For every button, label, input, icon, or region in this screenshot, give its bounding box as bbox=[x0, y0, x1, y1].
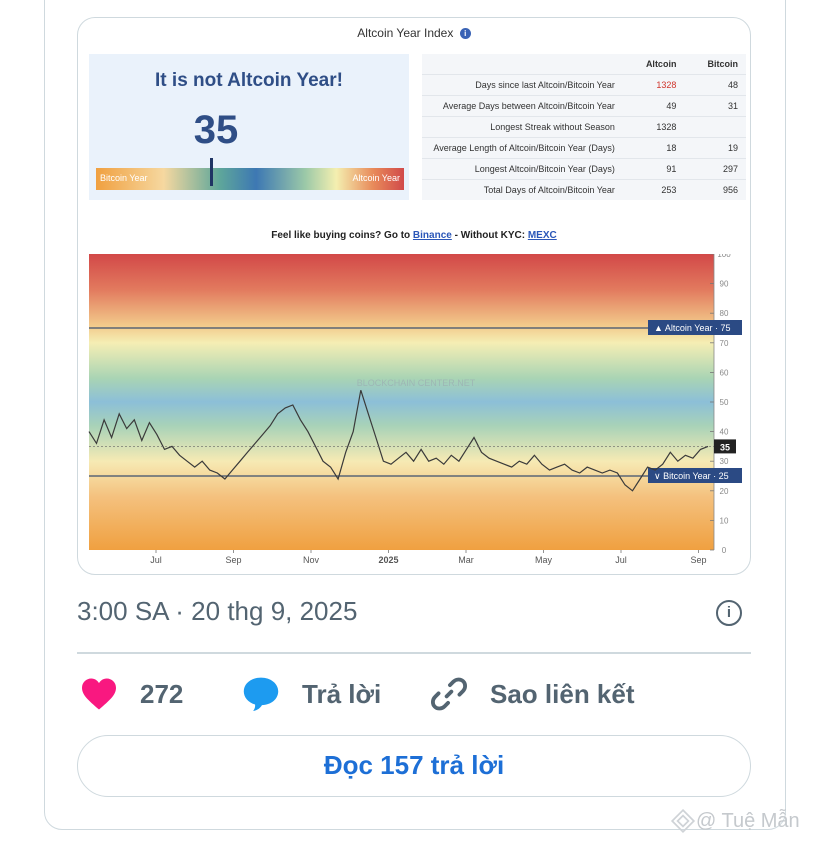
y-tick-label: 80 bbox=[720, 309, 729, 318]
promo-line: Feel like buying coins? Go to Binance - … bbox=[78, 230, 750, 241]
x-tick-label: Nov bbox=[303, 555, 320, 565]
gauge-label-altcoin: Altcoin Year bbox=[352, 173, 400, 183]
y-axis: 0 10 20 30 40 50 60 70 80 90 100 bbox=[710, 254, 731, 555]
threshold-tag-label: ∨ Bitcoin Year · 25 bbox=[654, 471, 729, 481]
current-value-box bbox=[714, 439, 736, 454]
stats-row-bitcoin: 48 bbox=[684, 73, 746, 95]
info-icon: i bbox=[459, 28, 471, 39]
current-value-label: 35 bbox=[720, 442, 730, 452]
stats-row-altcoin: 18 bbox=[622, 136, 685, 158]
x-tick-label: Sep bbox=[690, 555, 706, 565]
stats-row-label: Average Length of Altcoin/Bitcoin Year (… bbox=[422, 136, 623, 158]
stats-row-label: Total Days of Altcoin/Bitcoin Year bbox=[422, 178, 623, 200]
footer-watermark-text: @ Tuệ Mẫn bbox=[696, 809, 800, 832]
x-tick-label: Mar bbox=[458, 555, 474, 565]
y-tick-label: 70 bbox=[720, 339, 729, 348]
chart-background bbox=[89, 254, 714, 550]
stats-row-label: Longest Streak without Season bbox=[422, 115, 623, 137]
like-button[interactable]: 272 bbox=[80, 674, 183, 714]
threshold-tag bbox=[648, 468, 742, 483]
speech-bubble-icon bbox=[243, 677, 279, 712]
stats-row-altcoin: 1328 bbox=[622, 73, 685, 95]
stats-table: Altcoin Bitcoin Days since last Altcoin/… bbox=[422, 54, 746, 200]
y-tick-label: 100 bbox=[717, 254, 731, 259]
stats-row: Days since last Altcoin/Bitcoin Year 132… bbox=[422, 73, 746, 95]
index-value: 35 bbox=[193, 108, 239, 152]
stats-row-bitcoin: 956 bbox=[684, 178, 746, 200]
binance-link[interactable]: Binance bbox=[412, 230, 452, 241]
diamond-logo-icon bbox=[670, 808, 696, 834]
chart-title: Altcoin Year Index i bbox=[78, 26, 750, 40]
index-chart: 0 10 20 30 40 50 60 70 80 90 100 Jul Sep Nov 2025 Mar M… bbox=[88, 254, 742, 565]
reply-label: Trả lời bbox=[302, 678, 382, 709]
gauge-needle bbox=[210, 158, 213, 186]
threshold-tag-label: ▲ Altcoin Year · 75 bbox=[654, 323, 730, 333]
stats-row-altcoin: 1328 bbox=[622, 115, 685, 137]
stats-row-label: Longest Altcoin/Bitcoin Year (Days) bbox=[422, 157, 623, 179]
stats-row: Longest Altcoin/Bitcoin Year (Days) 91 2… bbox=[422, 157, 746, 179]
y-tick-label: 30 bbox=[720, 457, 729, 466]
info-icon[interactable]: i bbox=[716, 600, 742, 626]
stats-row-label: Days since last Altcoin/Bitcoin Year bbox=[422, 73, 623, 95]
index-gauge: Bitcoin Year Altcoin Year bbox=[96, 158, 404, 190]
promo-middle: - Without KYC: bbox=[454, 230, 526, 241]
mexc-link[interactable]: MEXC bbox=[527, 230, 557, 241]
stats-row-bitcoin bbox=[684, 115, 746, 137]
divider bbox=[77, 652, 751, 654]
stats-row-bitcoin: 297 bbox=[684, 157, 746, 179]
footer-watermark: @ Tuệ Mẫn bbox=[670, 808, 800, 834]
index-summary-panel: It is not Altcoin Year! 35 Bitcoin Year … bbox=[89, 54, 409, 200]
stats-row-label: Average Days between Altcoin/Bitcoin Yea… bbox=[422, 94, 623, 116]
y-tick-label: 10 bbox=[720, 516, 729, 525]
promo-prefix: Feel like buying coins? Go to bbox=[271, 230, 411, 241]
copy-link-button[interactable]: Sao liên kết bbox=[430, 674, 635, 714]
current-value-tag: 35 bbox=[89, 439, 736, 454]
stats-row-altcoin: 253 bbox=[622, 178, 685, 200]
link-icon bbox=[430, 677, 468, 711]
stats-row: Average Length of Altcoin/Bitcoin Year (… bbox=[422, 136, 746, 158]
stats-row-altcoin: 91 bbox=[622, 157, 685, 179]
x-tick-label: Jul bbox=[150, 555, 162, 565]
post-image[interactable]: Altcoin Year Index i It is not Altcoin Y… bbox=[77, 17, 751, 575]
stats-row-bitcoin: 19 bbox=[684, 136, 746, 158]
threshold-lines: ▲ Altcoin Year · 75 ∨ Bitcoin Year · 25 bbox=[89, 320, 742, 483]
chart-watermark: BLOCKCHAIN CENTER.NET bbox=[357, 378, 476, 388]
index-headline: It is not Altcoin Year! bbox=[155, 70, 343, 91]
chart-title-text: Altcoin Year Index bbox=[357, 26, 454, 40]
stats-row: Total Days of Altcoin/Bitcoin Year 253 9… bbox=[422, 178, 746, 200]
y-tick-label: 20 bbox=[720, 487, 729, 496]
y-tick-label: 90 bbox=[720, 280, 729, 289]
x-tick-label: Sep bbox=[225, 555, 241, 565]
threshold-tag bbox=[648, 320, 742, 335]
gauge-label-bitcoin: Bitcoin Year bbox=[100, 173, 148, 183]
x-axis: Jul Sep Nov 2025 Mar May Jul Sep bbox=[150, 550, 707, 565]
stats-header-bitcoin: Bitcoin bbox=[707, 59, 739, 70]
stats-row-altcoin: 49 bbox=[622, 94, 685, 116]
x-tick-label: May bbox=[535, 555, 553, 565]
y-tick-label: 60 bbox=[720, 368, 729, 377]
copy-link-label: Sao liên kết bbox=[490, 678, 635, 709]
stats-header-altcoin: Altcoin bbox=[645, 59, 677, 70]
heart-icon bbox=[82, 678, 116, 710]
x-tick-label: Jul bbox=[615, 555, 627, 565]
stats-row: Average Days between Altcoin/Bitcoin Yea… bbox=[422, 94, 746, 116]
stats-row: Longest Streak without Season 1328 bbox=[422, 115, 746, 137]
stats-row-bitcoin: 31 bbox=[684, 94, 746, 116]
index-series-line bbox=[88, 390, 709, 492]
y-tick-label: 50 bbox=[720, 398, 729, 407]
reply-button[interactable]: Trả lời bbox=[242, 674, 381, 714]
tweet-timestamp[interactable]: 3:00 SA · 20 thg 9, 2025 bbox=[77, 596, 358, 626]
y-tick-label: 0 bbox=[722, 546, 727, 555]
stats-header-label bbox=[422, 54, 623, 74]
y-tick-label: 40 bbox=[720, 428, 729, 437]
read-replies-button[interactable]: Đọc 157 trả lời bbox=[77, 735, 751, 797]
like-count: 272 bbox=[140, 678, 184, 709]
x-tick-label: 2025 bbox=[378, 555, 398, 565]
